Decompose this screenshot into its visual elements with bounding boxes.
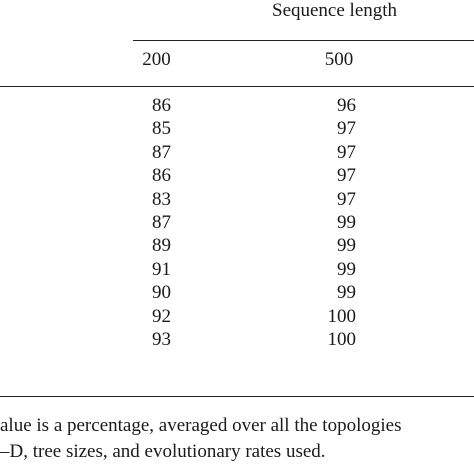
cell-500: 99 — [337, 211, 356, 233]
table-row: 85 97 — [0, 118, 474, 141]
cell-200: 89 — [152, 235, 171, 257]
cell-500: 96 — [337, 95, 356, 116]
cell-500: 100 — [327, 328, 357, 350]
cell-200: 85 — [152, 118, 171, 140]
cell-500: 99 — [337, 235, 356, 257]
cell-500: 97 — [337, 188, 356, 210]
table-row: 86 97 — [0, 165, 474, 188]
footnote-line: alue is a percentage, averaged over all … — [0, 415, 402, 436]
table-row: 83 97 — [0, 189, 474, 212]
column-header-rule — [0, 86, 474, 87]
cell-500: 99 — [337, 282, 356, 304]
group-header-rule — [133, 40, 474, 41]
cell-500: 100 — [327, 305, 357, 327]
column-header-200: 200 — [142, 49, 171, 70]
table-footnote: alue is a percentage, averaged over all … — [0, 413, 474, 465]
table-body: 86 96 85 97 87 97 86 97 83 97 87 99 89 9… — [0, 95, 474, 352]
cell-200: 92 — [152, 305, 171, 327]
cell-200: 87 — [152, 211, 171, 233]
table-row: 93 100 — [0, 329, 474, 352]
table-row: 87 99 — [0, 212, 474, 235]
cell-200: 86 — [152, 95, 171, 116]
table-bottom-rule — [0, 396, 474, 397]
table-row: 87 97 — [0, 142, 474, 165]
table-row: 91 99 — [0, 259, 474, 282]
cell-200: 86 — [152, 165, 171, 187]
cell-200: 83 — [152, 188, 171, 210]
cell-200: 90 — [152, 282, 171, 304]
cell-500: 97 — [337, 141, 356, 163]
cell-200: 91 — [152, 258, 171, 280]
table-row: 92 100 — [0, 306, 474, 329]
cell-500: 99 — [337, 258, 356, 280]
cell-500: 97 — [337, 118, 356, 140]
group-header-sequence-length: Sequence length — [272, 0, 398, 21]
cell-200: 93 — [152, 328, 171, 350]
table-row: 89 99 — [0, 235, 474, 258]
table-row: 86 96 — [0, 95, 474, 118]
column-header-500: 500 — [324, 49, 354, 70]
footnote-line: –D, tree sizes, and evolutionary rates u… — [0, 441, 326, 462]
cell-500: 97 — [337, 165, 356, 187]
cell-200: 87 — [152, 141, 171, 163]
table-row: 90 99 — [0, 282, 474, 305]
